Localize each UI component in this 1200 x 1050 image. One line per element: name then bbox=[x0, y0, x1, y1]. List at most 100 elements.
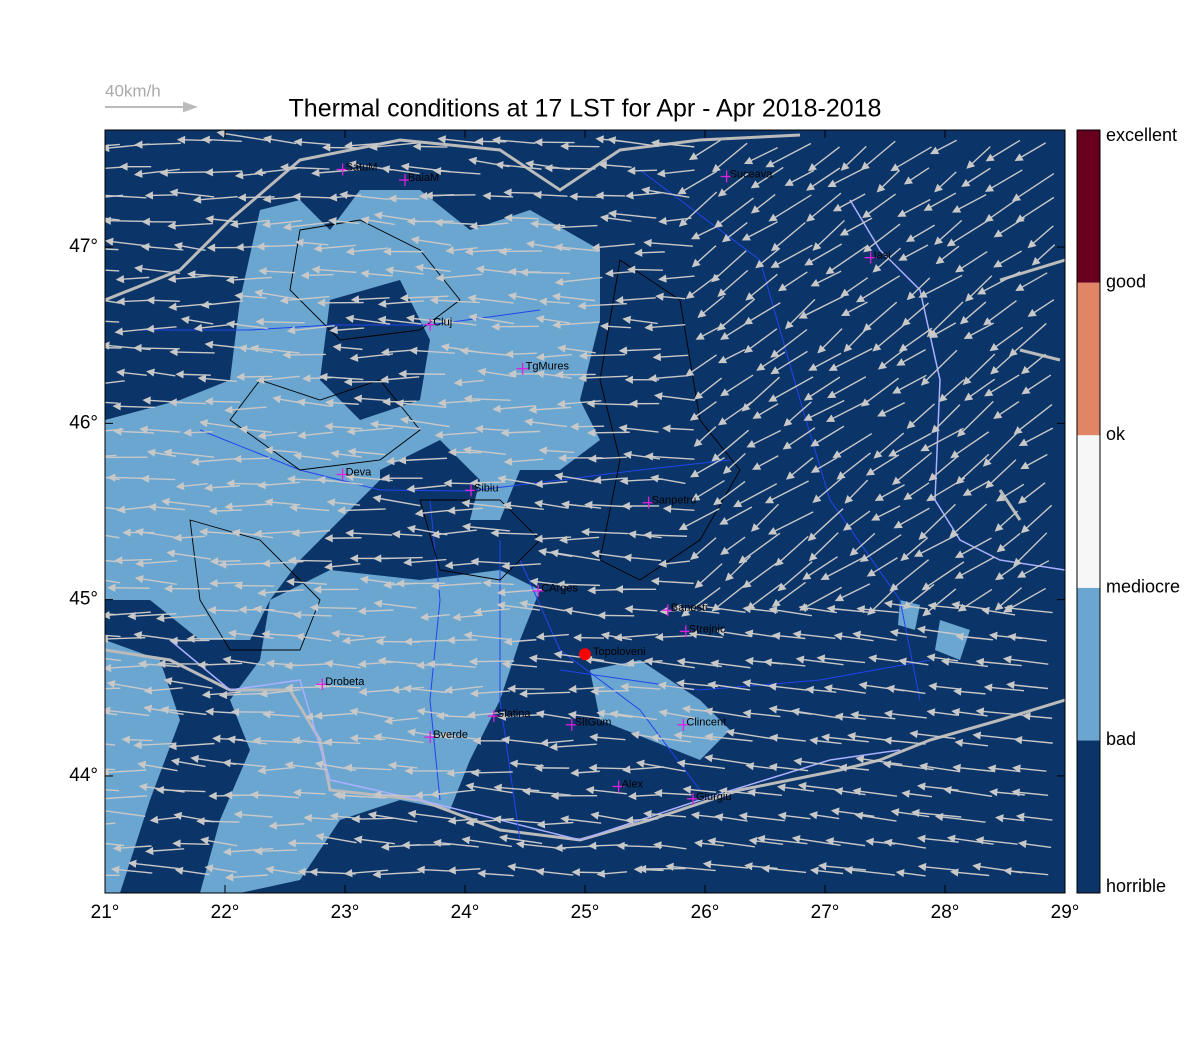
wind-arrow bbox=[140, 242, 184, 252]
wind-arrow bbox=[190, 457, 241, 466]
wind-arrow-shaft bbox=[105, 506, 119, 511]
wind-arrow bbox=[783, 401, 812, 427]
wind-arrow bbox=[397, 456, 448, 465]
wind-arrow-head bbox=[983, 317, 993, 326]
wind-arrow-head bbox=[534, 499, 543, 508]
wind-arrow bbox=[222, 759, 267, 768]
wind-arrow-head bbox=[429, 296, 439, 305]
wind-arrow-head bbox=[768, 705, 778, 714]
wind-arrow-shaft bbox=[925, 866, 958, 871]
wind-arrow-shaft bbox=[542, 373, 572, 379]
wind-arrow bbox=[134, 575, 177, 585]
wind-arrow bbox=[200, 836, 238, 847]
wind-arrow bbox=[876, 169, 901, 193]
wind-arrow bbox=[468, 657, 515, 666]
wind-arrow-shaft bbox=[788, 401, 812, 423]
wind-arrow-shaft bbox=[440, 842, 479, 848]
wind-arrow bbox=[434, 430, 478, 439]
wind-arrow-shaft bbox=[775, 328, 808, 354]
wind-arrow bbox=[755, 247, 781, 269]
wind-arrow bbox=[1020, 453, 1048, 470]
wind-arrow-shaft bbox=[607, 217, 632, 222]
wind-arrow-head bbox=[587, 841, 597, 850]
wind-arrow bbox=[621, 501, 660, 511]
wind-arrow-head bbox=[806, 213, 816, 222]
wind-arrow bbox=[105, 634, 121, 638]
wind-arrow-head bbox=[441, 317, 450, 326]
wind-arrow bbox=[698, 602, 746, 613]
wind-arrow-head bbox=[349, 707, 359, 716]
wind-arrow-head bbox=[127, 859, 137, 868]
wind-arrow-shaft bbox=[805, 607, 838, 614]
wind-arrow bbox=[862, 193, 896, 219]
wind-arrow bbox=[804, 243, 843, 266]
wind-arrow-head bbox=[877, 409, 887, 417]
wind-arrow-shaft bbox=[154, 452, 177, 457]
wind-arrow-head bbox=[496, 601, 506, 610]
wind-arrow bbox=[1031, 244, 1056, 266]
wind-arrow-head bbox=[204, 168, 214, 177]
wind-arrow-shaft bbox=[1033, 299, 1055, 314]
wind-arrow bbox=[587, 428, 630, 437]
wind-arrow-head bbox=[507, 369, 517, 378]
wind-arrow-shaft bbox=[105, 534, 120, 539]
wind-arrow-head bbox=[931, 424, 940, 434]
wind-arrow-shaft bbox=[551, 167, 596, 170]
wind-arrow-shaft bbox=[805, 785, 840, 791]
wind-arrow-head bbox=[865, 467, 875, 476]
wind-arrow bbox=[985, 459, 1017, 489]
wind-arrow bbox=[105, 687, 121, 690]
wind-arrow-shaft bbox=[318, 268, 357, 274]
wind-arrow-head bbox=[1027, 308, 1037, 317]
wind-arrow-head bbox=[989, 343, 999, 352]
wind-arrow bbox=[556, 399, 602, 408]
wind-arrow bbox=[349, 707, 394, 720]
wind-arrow-shaft bbox=[771, 480, 809, 501]
wind-arrow-head bbox=[469, 689, 479, 698]
wind-arrow-head bbox=[721, 234, 731, 243]
wind-arrow-shaft bbox=[124, 505, 153, 511]
wind-arrow-shaft bbox=[755, 503, 779, 528]
wind-arrow bbox=[192, 195, 238, 204]
wind-arrow bbox=[690, 456, 725, 478]
wind-arrow-head bbox=[377, 656, 386, 666]
wind-arrow-shaft bbox=[179, 842, 210, 846]
wind-arrow-head bbox=[662, 424, 671, 433]
wind-arrow-head bbox=[190, 754, 199, 764]
wind-arrow-head bbox=[591, 243, 601, 252]
wind-arrow-head bbox=[138, 782, 148, 792]
wind-arrow bbox=[434, 218, 477, 227]
wind-arrow-shaft bbox=[384, 660, 419, 665]
wind-arrow-shaft bbox=[696, 633, 723, 639]
wind-arrow-head bbox=[560, 500, 570, 509]
wind-arrow bbox=[694, 377, 723, 400]
wind-arrow bbox=[872, 324, 905, 352]
wind-arrow-head bbox=[827, 179, 837, 188]
wind-arrow-shaft bbox=[263, 375, 300, 381]
wind-arrow-shaft bbox=[144, 764, 178, 772]
wind-arrow-head bbox=[1017, 839, 1027, 849]
wind-arrow-head bbox=[105, 216, 111, 225]
wind-arrow bbox=[145, 324, 177, 333]
x-tick-label: 26° bbox=[691, 902, 720, 923]
colorbar-segment bbox=[1077, 282, 1100, 436]
wind-arrow-head bbox=[114, 327, 124, 336]
wind-arrow bbox=[395, 399, 447, 409]
wind-arrow-head bbox=[906, 420, 916, 429]
wind-arrow bbox=[406, 484, 447, 493]
wind-arrow-shaft bbox=[661, 395, 696, 401]
colorbar-segment bbox=[1077, 587, 1100, 741]
wind-arrow bbox=[204, 397, 241, 406]
wind-arrow bbox=[497, 475, 536, 485]
wind-arrow-head bbox=[375, 637, 384, 646]
wind-arrow-head bbox=[105, 611, 110, 620]
wind-arrow-shaft bbox=[272, 869, 301, 875]
wind-arrow-head bbox=[650, 139, 660, 148]
wind-arrow bbox=[105, 194, 147, 199]
wind-arrow bbox=[133, 343, 180, 353]
wind-arrow bbox=[768, 194, 812, 222]
wind-arrow-shaft bbox=[661, 792, 692, 796]
wind-arrow-head bbox=[381, 165, 391, 174]
wind-arrow-shaft bbox=[903, 198, 931, 214]
wind-arrow bbox=[951, 708, 988, 717]
